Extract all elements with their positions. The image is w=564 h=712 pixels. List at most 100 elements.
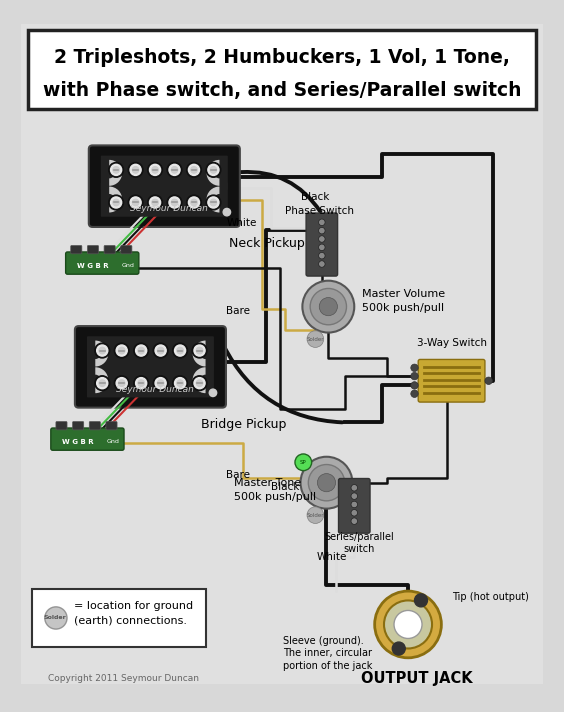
Text: Seymour Duncan: Seymour Duncan: [130, 204, 208, 213]
Circle shape: [188, 197, 200, 208]
FancyBboxPatch shape: [73, 422, 83, 430]
FancyBboxPatch shape: [89, 422, 100, 430]
Circle shape: [113, 167, 120, 173]
Circle shape: [95, 376, 109, 391]
Text: Bare: Bare: [227, 306, 250, 316]
Circle shape: [118, 347, 125, 354]
Circle shape: [174, 345, 186, 356]
Circle shape: [319, 253, 325, 259]
Circle shape: [152, 167, 158, 173]
Circle shape: [351, 485, 358, 491]
Circle shape: [374, 591, 442, 658]
Wedge shape: [192, 367, 205, 393]
Circle shape: [157, 347, 164, 354]
Circle shape: [149, 197, 161, 208]
Circle shape: [411, 390, 418, 397]
FancyBboxPatch shape: [87, 336, 214, 371]
Circle shape: [209, 389, 217, 397]
Circle shape: [169, 164, 180, 175]
Circle shape: [394, 610, 422, 639]
Circle shape: [173, 376, 187, 391]
FancyBboxPatch shape: [306, 213, 338, 276]
Circle shape: [116, 345, 127, 356]
Circle shape: [96, 377, 108, 389]
Circle shape: [130, 197, 141, 208]
Circle shape: [393, 642, 406, 655]
Text: Copyright 2011 Seymour Duncan: Copyright 2011 Seymour Duncan: [49, 674, 200, 683]
Circle shape: [223, 209, 231, 216]
Circle shape: [95, 343, 109, 358]
FancyBboxPatch shape: [28, 30, 536, 109]
Circle shape: [109, 162, 124, 177]
Text: OUTPUT JACK: OUTPUT JACK: [362, 671, 473, 686]
Text: Bare: Bare: [227, 470, 250, 481]
Circle shape: [114, 376, 129, 391]
Text: Black: Black: [271, 482, 299, 492]
Text: Tip (hot output): Tip (hot output): [452, 592, 530, 602]
Circle shape: [113, 199, 120, 206]
Circle shape: [116, 377, 127, 389]
Circle shape: [153, 343, 168, 358]
FancyBboxPatch shape: [51, 428, 124, 450]
Text: W G B R: W G B R: [77, 263, 109, 269]
Text: Solder: Solder: [307, 337, 324, 342]
Text: Black: Black: [302, 192, 330, 202]
Circle shape: [155, 345, 166, 356]
Circle shape: [295, 454, 312, 471]
Circle shape: [149, 164, 161, 175]
Circle shape: [130, 164, 141, 175]
Text: 3-Way Switch: 3-Way Switch: [417, 338, 487, 348]
Circle shape: [196, 380, 203, 387]
Circle shape: [319, 298, 337, 315]
Circle shape: [128, 162, 143, 177]
Wedge shape: [206, 187, 219, 212]
Circle shape: [134, 343, 148, 358]
Wedge shape: [109, 160, 122, 186]
Text: Solder: Solder: [43, 615, 67, 620]
Circle shape: [309, 464, 345, 501]
Circle shape: [118, 380, 125, 387]
Text: Neck Pickup: Neck Pickup: [229, 237, 305, 250]
Circle shape: [411, 364, 418, 372]
FancyBboxPatch shape: [101, 156, 228, 190]
Circle shape: [167, 162, 182, 177]
Circle shape: [177, 380, 183, 387]
Circle shape: [171, 167, 178, 173]
Circle shape: [196, 347, 203, 354]
Circle shape: [99, 380, 105, 387]
Circle shape: [351, 518, 358, 524]
Text: SP: SP: [300, 460, 307, 465]
Circle shape: [133, 167, 139, 173]
Circle shape: [109, 195, 124, 210]
Circle shape: [187, 162, 201, 177]
Wedge shape: [206, 160, 219, 186]
Text: White: White: [227, 219, 257, 229]
Circle shape: [153, 376, 168, 391]
Circle shape: [301, 456, 352, 508]
Circle shape: [45, 607, 67, 629]
Text: = location for ground
(earth) connections.: = location for ground (earth) connection…: [73, 602, 193, 625]
Circle shape: [138, 347, 144, 354]
Wedge shape: [109, 187, 122, 212]
Wedge shape: [95, 367, 108, 393]
Circle shape: [210, 199, 217, 206]
Circle shape: [148, 162, 162, 177]
FancyBboxPatch shape: [121, 246, 132, 253]
Circle shape: [155, 377, 166, 389]
Circle shape: [411, 382, 418, 389]
Text: Phase Switch: Phase Switch: [285, 206, 355, 216]
Circle shape: [194, 345, 205, 356]
Text: with Phase switch, and Series/Parallel switch: with Phase switch, and Series/Parallel s…: [43, 81, 521, 100]
Circle shape: [157, 380, 164, 387]
Wedge shape: [192, 340, 205, 367]
Circle shape: [318, 473, 336, 492]
Circle shape: [411, 372, 418, 379]
FancyBboxPatch shape: [101, 182, 228, 216]
FancyBboxPatch shape: [56, 422, 67, 430]
Circle shape: [188, 164, 200, 175]
Circle shape: [148, 195, 162, 210]
Circle shape: [310, 288, 346, 325]
Text: Master Volume
500k push/pull: Master Volume 500k push/pull: [362, 290, 445, 313]
FancyBboxPatch shape: [104, 246, 115, 253]
Circle shape: [319, 244, 325, 251]
